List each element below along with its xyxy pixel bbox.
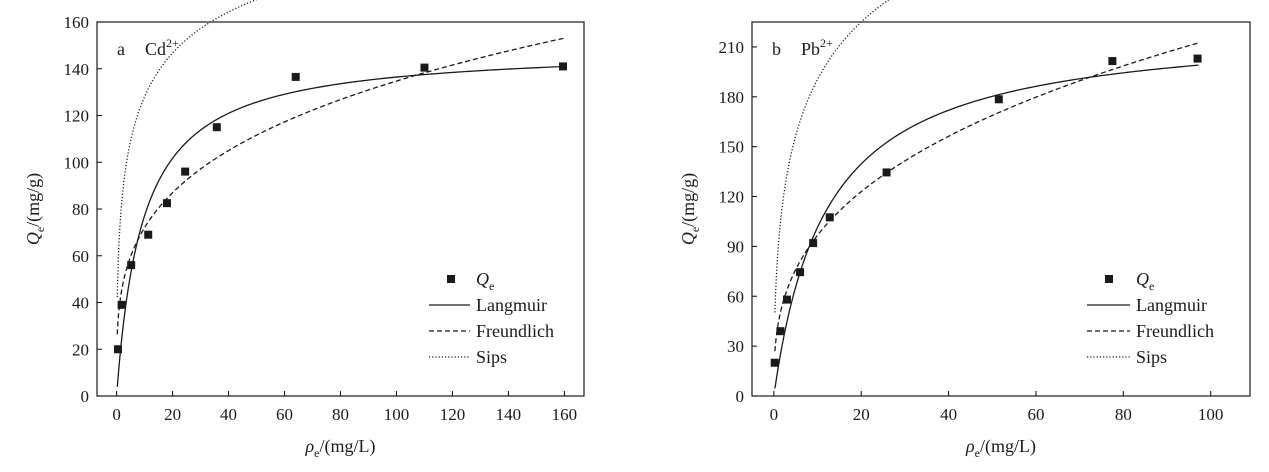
chart-panel-a: 0 20 40 60 80 100 120 140 160 0 20 40 60 80 100 120 140…: [23, 0, 585, 460]
panel-label: a Cd2+: [117, 36, 179, 59]
y-tick-label: 30: [727, 337, 744, 356]
x-tick-label: 20: [853, 405, 870, 424]
y-tick-label: 140: [64, 60, 90, 79]
x-tick-label: 0: [112, 405, 121, 424]
data-point: [1108, 57, 1117, 66]
y-tick-label: 150: [719, 138, 745, 157]
y-tick-label: 20: [72, 340, 89, 359]
legend-label-freundlich: Freundlich: [476, 321, 554, 341]
chart-panel-b: 0 20 40 60 80 100 0 30 60 90 120 150 180 210 b Pb2+ ρ…: [678, 0, 1251, 460]
freundlich-curve: [116, 37, 564, 335]
y-tick-label: 60: [727, 287, 744, 306]
data-point: [882, 168, 891, 177]
legend: Qe Langmuir Freundlich Sips: [429, 269, 554, 367]
y-tick-label: 0: [736, 387, 745, 406]
data-point: [825, 213, 834, 222]
data-point: [559, 62, 568, 71]
data-point: [212, 123, 221, 132]
y-tick-label: 90: [727, 237, 744, 256]
x-tick-label: 40: [940, 405, 957, 424]
ion-charge: 2+: [820, 36, 833, 50]
x-tick-label: 0: [770, 405, 779, 424]
x-tick-label: 20: [164, 405, 181, 424]
langmuir-curve: [116, 65, 564, 387]
sips-curve: [774, 0, 890, 313]
panel-letter: b: [772, 39, 781, 59]
y-tick-label: 210: [719, 38, 745, 57]
y-axis-label: Qe/(mg/g): [678, 173, 702, 245]
y-tick-label: 160: [64, 13, 90, 32]
x-axis-label: ρe/(mg/L): [965, 436, 1036, 460]
data-point: [809, 239, 818, 248]
x-tick-label: 40: [220, 405, 237, 424]
legend: Qe Langmuir Freundlich Sips: [1087, 269, 1214, 367]
panel-letter: a: [117, 39, 125, 59]
x-tick-label: 60: [276, 405, 293, 424]
x-tick-label: 60: [1027, 405, 1044, 424]
x-tick-label: 80: [332, 405, 349, 424]
x-tick-label: 80: [1115, 405, 1132, 424]
y-tick-label: 180: [719, 88, 745, 107]
legend-label-langmuir: Langmuir: [1136, 295, 1207, 315]
legend-label-sips: Sips: [1136, 347, 1167, 367]
data-point: [776, 327, 785, 336]
data-point: [162, 199, 171, 208]
x-axis-label: ρe/(mg/L): [305, 436, 376, 460]
y-axis-label: Qe/(mg/g): [23, 173, 47, 245]
data-point: [117, 300, 126, 309]
plot-frame: [751, 21, 1251, 397]
legend-label-freundlich: Freundlich: [1136, 321, 1214, 341]
y-tick-label: 120: [719, 188, 745, 207]
data-point: [994, 95, 1003, 104]
data-point: [420, 63, 429, 72]
data-point: [181, 167, 190, 176]
x-tick-label: 100: [1198, 405, 1224, 424]
ion-symbol: Cd: [145, 39, 166, 59]
legend-label-sips: Sips: [476, 347, 507, 367]
sips-curve: [116, 0, 258, 298]
x-tick-label: 140: [496, 405, 522, 424]
legend-marker-qe: [447, 275, 455, 283]
y-tick-label: 0: [81, 387, 90, 406]
y-tick-label: 120: [64, 107, 90, 126]
data-point: [127, 261, 136, 270]
y-tick-label: 100: [64, 153, 90, 172]
data-point: [770, 358, 779, 367]
data-point: [144, 230, 153, 239]
freundlich-curve: [774, 42, 1199, 352]
langmuir-curve: [774, 64, 1199, 389]
y-tick-label: 60: [72, 247, 89, 266]
legend-marker-qe: [1105, 275, 1113, 283]
data-point: [291, 72, 300, 81]
x-tick-label: 100: [384, 405, 410, 424]
data-point: [796, 268, 805, 277]
legend-label-langmuir: Langmuir: [476, 295, 547, 315]
ion-symbol: Pb: [801, 39, 820, 59]
ion-charge: 2+: [166, 36, 179, 50]
y-tick-label: 40: [72, 294, 89, 313]
data-point: [113, 345, 122, 354]
data-point: [782, 295, 791, 304]
legend-label-qe: Qe: [476, 269, 494, 293]
legend-label-qe: Qe: [1136, 269, 1154, 293]
panel-label: b Pb2+: [772, 36, 833, 59]
x-tick-label: 120: [440, 405, 466, 424]
y-tick-label: 80: [72, 200, 89, 219]
data-point: [1193, 54, 1202, 63]
x-tick-label: 160: [552, 405, 578, 424]
